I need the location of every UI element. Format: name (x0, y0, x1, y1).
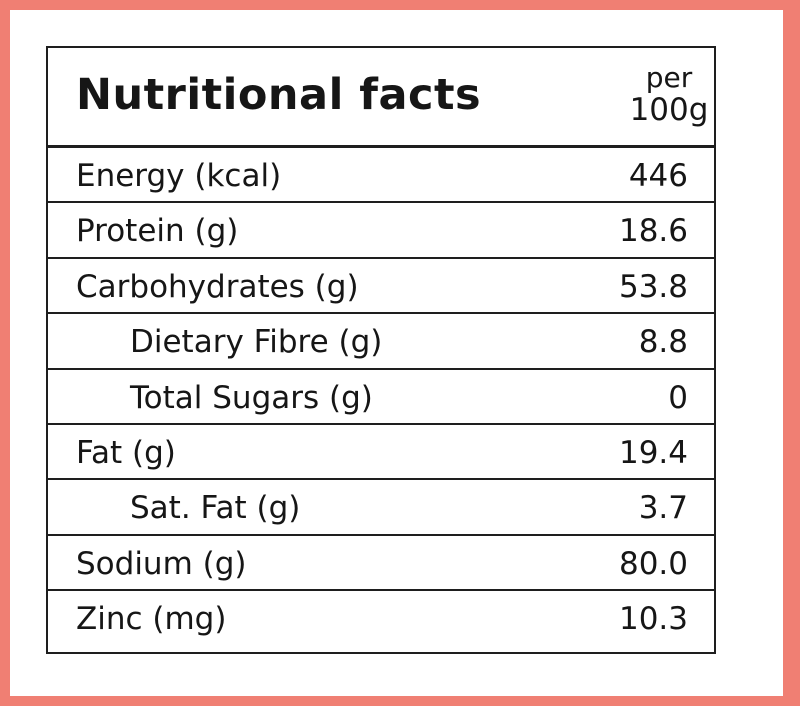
table-row-protein: Protein (g) 18.6 (48, 203, 714, 259)
row-value: 0 (668, 379, 688, 416)
table-row-energy: Energy (kcal) 446 (48, 148, 714, 204)
table-title: Nutritional facts (76, 70, 482, 120)
row-value: 8.8 (638, 324, 688, 361)
row-label: Sat. Fat (g) (130, 490, 301, 527)
serving-size-label: 100g (629, 92, 709, 128)
row-value: 18.6 (618, 213, 688, 250)
row-value: 3.7 (638, 490, 688, 527)
row-value: 446 (628, 158, 688, 194)
row-value: 19.4 (618, 434, 688, 471)
label-panel: Nutritional facts per 100g Energy (kcal)… (10, 10, 783, 696)
nutrition-table: Nutritional facts per 100g Energy (kcal)… (46, 46, 716, 654)
row-label: Fat (g) (76, 434, 176, 471)
row-label: Protein (g) (76, 213, 239, 250)
row-label: Carbohydrates (g) (76, 268, 359, 305)
table-row-carbohydrates: Carbohydrates (g) 53.8 (48, 259, 714, 315)
table-row-fat: Fat (g) 19.4 (48, 425, 714, 481)
table-row-dietary-fibre: Dietary Fibre (g) 8.8 (48, 314, 714, 370)
row-value: 53.8 (618, 268, 688, 305)
row-label: Total Sugars (g) (130, 379, 373, 416)
row-label: Sodium (g) (76, 545, 247, 582)
row-value: 10.3 (618, 601, 688, 638)
per-label: per (645, 61, 693, 94)
table-row-sat-fat: Sat. Fat (g) 3.7 (48, 480, 714, 536)
table-row-zinc: Zinc (mg) 10.3 (48, 591, 714, 646)
table-row-sodium: Sodium (g) 80.0 (48, 536, 714, 592)
table-row-total-sugars: Total Sugars (g) 0 (48, 370, 714, 425)
row-label: Energy (kcal) (76, 158, 282, 194)
per-100g-label: per 100g (624, 61, 714, 128)
table-header: Nutritional facts per 100g (48, 48, 714, 148)
row-value: 80.0 (618, 545, 688, 582)
row-label: Zinc (mg) (76, 601, 227, 638)
row-label: Dietary Fibre (g) (130, 324, 383, 361)
